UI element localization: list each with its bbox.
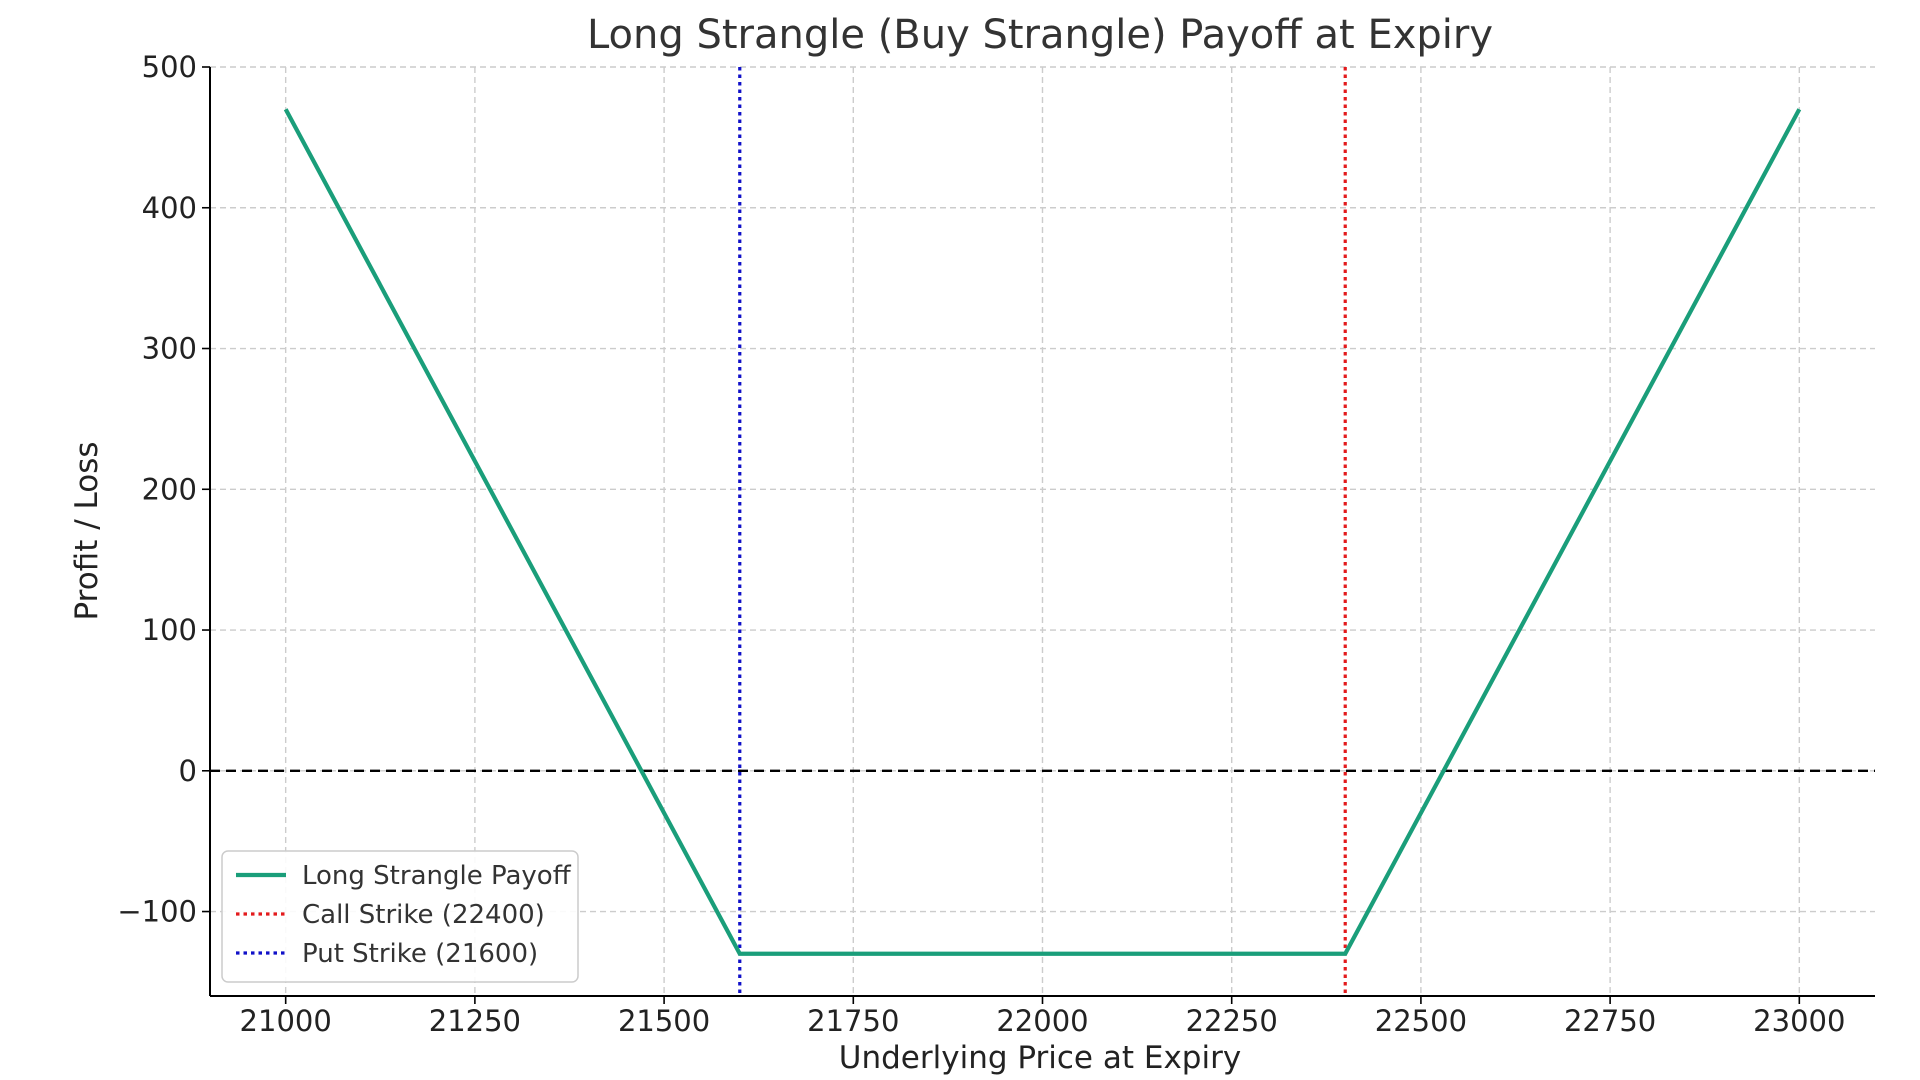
tick-labels: 21000 21250 21500 21750 22000 22250 22500 22750… <box>117 50 1845 1038</box>
reference-lines <box>210 67 1875 996</box>
x-tick-label: 22250 <box>1186 1004 1278 1038</box>
y-tick-label: 500 <box>142 50 197 84</box>
y-tick-label: 0 <box>179 754 197 788</box>
legend-entry-label: Call Strike (22400) <box>302 900 545 930</box>
x-tick-label: 21500 <box>618 1004 710 1038</box>
legend-box <box>221 850 579 983</box>
y-tick-label: 400 <box>142 191 197 225</box>
axes <box>202 66 1875 1004</box>
legend-entry-label: Put Strike (21600) <box>302 939 538 969</box>
y-axis-label: Profit / Loss <box>69 441 105 620</box>
x-tick-label: 22500 <box>1375 1004 1467 1038</box>
x-tick-label: 21000 <box>240 1004 332 1038</box>
x-tick-label: 22750 <box>1564 1004 1656 1038</box>
x-tick-label: 21250 <box>429 1004 521 1038</box>
y-tick-label: 200 <box>142 472 197 506</box>
y-tick-label: −100 <box>117 895 197 929</box>
legend: Long Strangle Payoff Call Strike (22400) P… <box>221 850 579 983</box>
x-axis-label: Underlying Price at Expiry <box>839 1040 1241 1076</box>
series-layer <box>283 108 1802 956</box>
payoff-series-line <box>283 108 1802 956</box>
x-tick-label: 23000 <box>1753 1004 1845 1038</box>
x-tick-label: 21750 <box>807 1004 899 1038</box>
y-tick-label: 100 <box>142 613 197 647</box>
chart-title: Long Strangle (Buy Strangle) Payoff at E… <box>587 12 1493 58</box>
legend-entry-label: Long Strangle Payoff <box>302 861 572 891</box>
x-tick-label: 22000 <box>996 1004 1088 1038</box>
y-tick-label: 300 <box>142 332 197 366</box>
